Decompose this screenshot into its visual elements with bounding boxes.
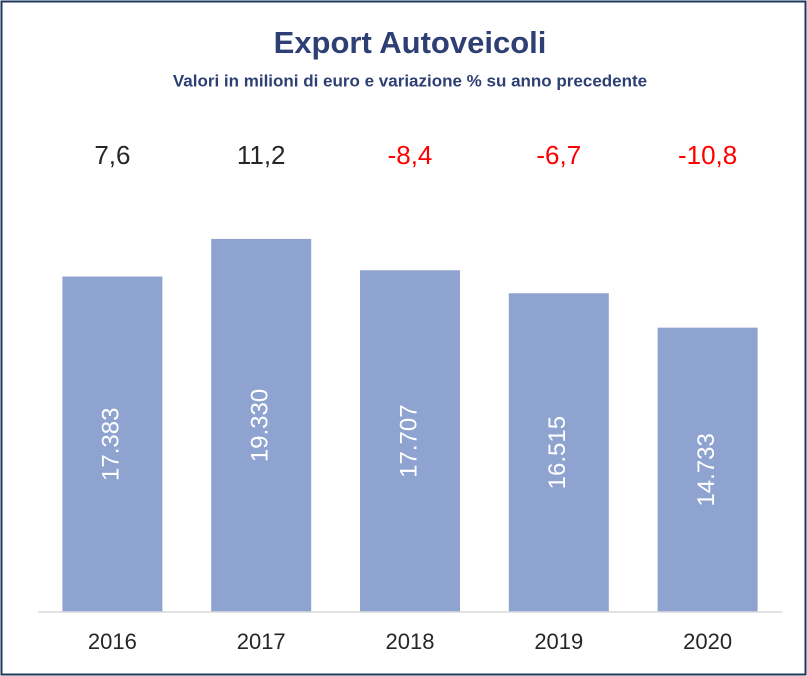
- x-tick-label: 2017: [237, 629, 286, 654]
- change-label: -8,4: [388, 140, 433, 170]
- bar: [62, 276, 163, 612]
- bar-value-label: 17.707: [395, 404, 422, 477]
- bar-value-label: 14.733: [693, 433, 720, 506]
- chart-subtitle: Valori in milioni di euro e variazione %…: [173, 71, 647, 90]
- bar: [360, 270, 460, 612]
- bar-value-label: 19.330: [247, 389, 274, 462]
- change-label: 11,2: [237, 140, 286, 170]
- x-tick-label: 2019: [534, 629, 583, 654]
- bar-value-label: 17.383: [98, 408, 125, 481]
- bar: [508, 293, 609, 612]
- chart-title: Export Autoveicoli: [274, 25, 547, 60]
- x-tick-label: 2016: [88, 629, 137, 654]
- bar: [211, 238, 312, 612]
- x-tick-label: 2018: [386, 629, 435, 654]
- change-label: 7,6: [94, 140, 130, 170]
- bar-value-label: 16.515: [544, 416, 571, 489]
- change-label: -6,7: [536, 140, 581, 170]
- x-tick-label: 2020: [683, 629, 732, 654]
- bar: [657, 327, 758, 612]
- change-label: -10,8: [678, 140, 737, 170]
